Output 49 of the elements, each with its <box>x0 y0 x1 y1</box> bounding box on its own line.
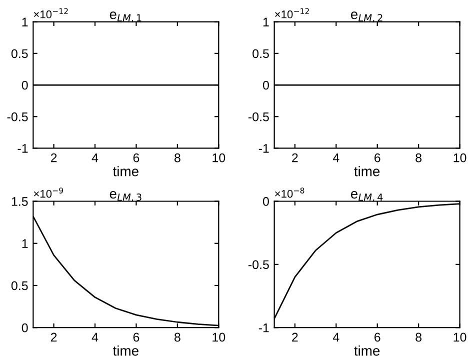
y-tick-label: -0.5 <box>248 260 269 270</box>
chart-title: e$_{LM,1}$ <box>110 12 142 22</box>
x-tick-label: 10 <box>212 332 226 342</box>
x-tick-label: 6 <box>374 153 380 162</box>
y-tick-label: 0 <box>262 197 269 206</box>
x-tick-label: 8 <box>416 332 422 342</box>
x-tick-label: 6 <box>133 332 140 342</box>
x-axis-title: time <box>113 346 138 356</box>
y-tick-label: -1 <box>258 144 269 153</box>
y-tick-label: 0 <box>22 323 28 332</box>
x-tick-label: 6 <box>374 332 380 342</box>
y-tick-label: -0.5 <box>248 112 269 122</box>
x-axis-title: time <box>354 166 380 176</box>
text: ×10$^{−9}$ <box>34 188 64 198</box>
x-tick-label: 4 <box>332 332 340 342</box>
y-tick-label: -0.5 <box>7 112 28 122</box>
x-tick-label: 2 <box>50 153 57 162</box>
x-tick-label: 10 <box>212 153 226 162</box>
x-tick-label: 2 <box>50 332 57 342</box>
x-tick-label: 6 <box>133 153 140 162</box>
x-tick-label: 2 <box>292 332 298 342</box>
y-tick-label: -1 <box>18 144 28 153</box>
x-tick-label: 4 <box>92 154 98 162</box>
y-tick-label: 0.5 <box>11 281 28 290</box>
chart-title: e$_{LM,2}$ <box>350 12 382 22</box>
x-tick-label: 8 <box>174 332 180 342</box>
y-tick-label: 0 <box>262 80 269 90</box>
y-tick-label: -1 <box>258 324 269 332</box>
text: ×10$^{−12}$ <box>34 8 68 18</box>
y-tick-label: 0.5 <box>11 49 28 58</box>
x-tick-label: 4 <box>332 154 340 162</box>
x-tick-label: 2 <box>292 153 298 162</box>
x-axis-title: time <box>354 346 380 356</box>
text: ×10$^{−12}$ <box>275 8 309 18</box>
x-tick-label: 8 <box>416 153 422 162</box>
x-tick-label: 8 <box>174 153 180 162</box>
y-tick-label: 0 <box>22 80 28 90</box>
y-tick-label: 0.5 <box>252 49 269 58</box>
x-tick-label: 10 <box>454 332 466 342</box>
x-axis-title: time <box>113 166 138 176</box>
chart-title: e$_{LM,4}$ <box>350 190 383 202</box>
text: ×10$^{−8}$ <box>275 188 304 198</box>
chart-title: e$_{LM,3}$ <box>110 190 142 202</box>
y-tick-label: 1 <box>22 18 28 26</box>
x-tick-label: 4 <box>92 332 98 342</box>
y-tick-label: 1.5 <box>12 197 28 206</box>
y-tick-label: 1 <box>22 239 28 248</box>
x-tick-label: 10 <box>454 153 466 162</box>
y-tick-label: 1 <box>263 18 269 26</box>
